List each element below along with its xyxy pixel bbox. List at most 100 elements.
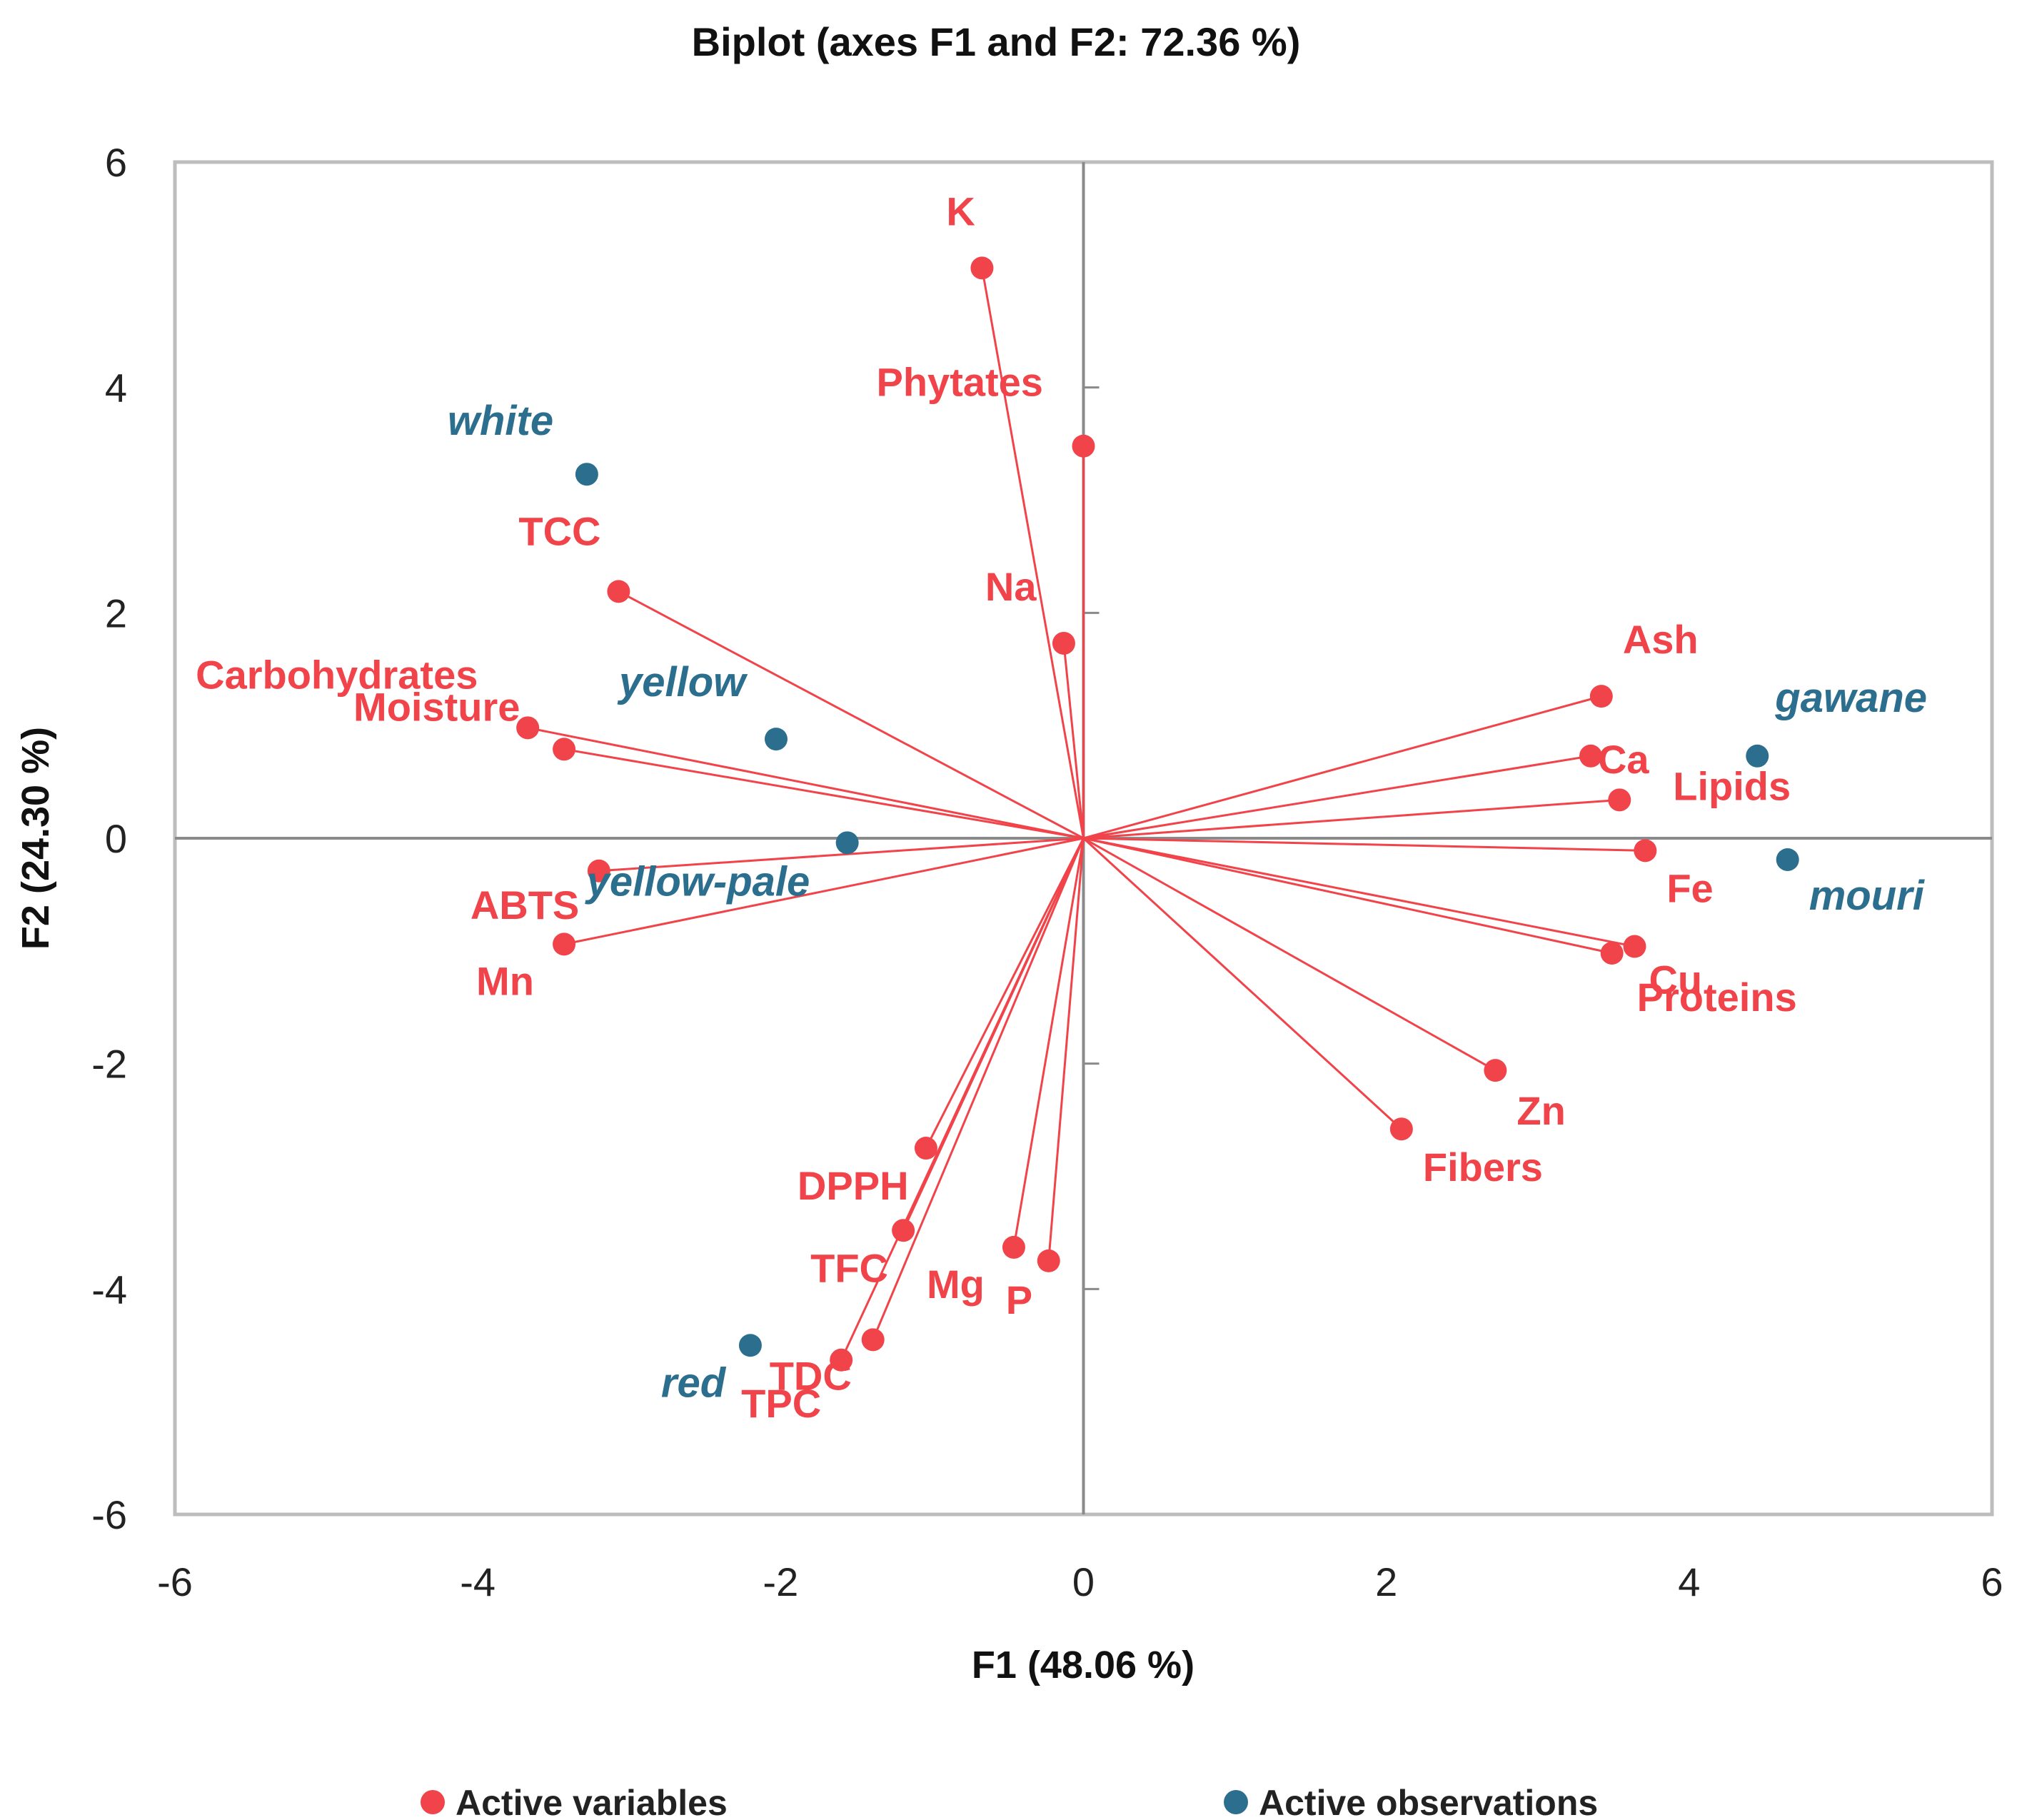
- vector-tcc: [618, 590, 1085, 840]
- y-tick-labels: -6 -4 -2 0 2 4 6: [91, 140, 127, 1537]
- vector-fe: [1083, 837, 1646, 852]
- variable-label-dpph: DPPH: [798, 1163, 909, 1208]
- observation-label-red: red: [661, 1359, 727, 1406]
- y-tick-label: 0: [105, 816, 127, 861]
- variable-label-mn: Mn: [476, 958, 534, 1003]
- variable-label-phytates: Phytates: [877, 360, 1043, 405]
- observation-point-yellow: [764, 728, 788, 751]
- variable-point-phytates: [1072, 434, 1095, 458]
- variable-point-tfc: [892, 1219, 915, 1242]
- vector-cu: [1083, 837, 1635, 947]
- observation-label-gawane: gawane: [1774, 675, 1927, 721]
- variable-label-zn: Zn: [1516, 1088, 1565, 1133]
- variable-point-fibers: [1389, 1117, 1413, 1141]
- variable-label-fibers: Fibers: [1423, 1145, 1543, 1190]
- vector-moisture: [563, 748, 1084, 840]
- variable-points: [516, 256, 1657, 1372]
- y-tick-label: 4: [105, 366, 127, 411]
- observation-point-white: [575, 463, 598, 486]
- x-tick-label: -2: [763, 1559, 798, 1604]
- legend-label-observations: Active observations: [1259, 1783, 1598, 1820]
- vector-dpph: [925, 838, 1085, 1149]
- variable-label-moisture: Moisture: [353, 684, 520, 729]
- observation-point-mouri: [1776, 848, 1799, 871]
- y-tick-label: 2: [105, 590, 127, 635]
- vector-mn: [563, 837, 1084, 945]
- variable-point-ash: [1589, 685, 1613, 708]
- variable-label-mg: Mg: [927, 1262, 985, 1307]
- variable-label-ca: Ca: [1598, 737, 1649, 782]
- x-tick-label: 6: [1981, 1559, 2003, 1604]
- variable-point-p: [1037, 1249, 1060, 1272]
- x-tick-label: 4: [1678, 1559, 1700, 1604]
- x-tick-label: 2: [1375, 1559, 1397, 1604]
- variable-point-na: [1052, 631, 1075, 655]
- y-axis-title: F2 (24.30 %): [14, 727, 57, 950]
- x-tick-label: -6: [157, 1559, 193, 1604]
- vector-tdc: [872, 838, 1085, 1340]
- vector-lipids: [1083, 798, 1620, 840]
- variable-point-dpph: [914, 1137, 937, 1160]
- observation-label-yellow: yellow: [617, 659, 748, 705]
- variable-point-mn: [553, 932, 576, 956]
- variable-label-ash: Ash: [1623, 617, 1699, 662]
- vector-tpc: [840, 838, 1085, 1361]
- variable-point-mg: [1002, 1235, 1025, 1259]
- legend-marker-observations: [1224, 1790, 1248, 1814]
- vector-p: [1047, 838, 1085, 1261]
- variable-point-ca: [1579, 744, 1602, 768]
- variable-label-na: Na: [985, 564, 1037, 609]
- variable-point-zn: [1484, 1059, 1507, 1082]
- legend-label-variables: Active variables: [456, 1783, 728, 1820]
- legend: Active variables Active observations: [421, 1783, 1598, 1820]
- vector-ca: [1083, 755, 1591, 840]
- variable-label-carbohydrates: Carbohydrates: [196, 652, 478, 697]
- observation-points: [575, 463, 1799, 1357]
- vector-mg: [1012, 838, 1085, 1248]
- variable-point-tdc: [861, 1328, 885, 1352]
- observation-point-yellow-pale: [835, 831, 859, 855]
- variable-point-k: [970, 256, 994, 280]
- vector-fibers: [1082, 837, 1402, 1130]
- variable-point-abts: [587, 859, 610, 883]
- x-axis-title: F1 (48.06 %): [972, 1644, 1194, 1686]
- variable-point-fe: [1634, 839, 1657, 863]
- y-tick-label: -2: [91, 1042, 127, 1087]
- variable-label-k: K: [946, 188, 975, 233]
- y-tick-label: -4: [91, 1267, 127, 1312]
- variable-point-moisture: [553, 738, 576, 761]
- vector-na: [1062, 643, 1085, 839]
- variable-label-abts: ABTS: [471, 883, 579, 927]
- variable-point-tpc: [830, 1348, 853, 1372]
- x-tick-label: -4: [460, 1559, 496, 1604]
- vector-proteins: [1083, 837, 1612, 955]
- observation-label-white: white: [448, 398, 553, 444]
- vector-abts: [598, 837, 1084, 873]
- y-tick-label: 6: [105, 140, 127, 185]
- vector-ash: [1083, 695, 1602, 840]
- variable-label-cu: Cu: [1649, 957, 1702, 1002]
- variable-label-p: P: [1006, 1277, 1032, 1322]
- vector-k: [980, 268, 1085, 839]
- variable-vectors: [527, 268, 1646, 1361]
- x-tick-labels: -6 -4 -2 0 2 4 6: [157, 1559, 2003, 1604]
- observation-point-gawane: [1746, 744, 1769, 768]
- variable-label-fe: Fe: [1666, 865, 1713, 910]
- variable-point-carbohydrates: [516, 716, 540, 740]
- variable-point-proteins: [1600, 941, 1624, 965]
- chart-title: Biplot (axes F1 and F2: 72.36 %): [692, 19, 1301, 64]
- y-tick-label: -6: [91, 1492, 127, 1537]
- variable-label-tcc: TCC: [518, 508, 600, 553]
- legend-marker-variables: [421, 1790, 445, 1814]
- observation-label-yellow-pale: yellow-pale: [585, 858, 810, 905]
- x-tick-label: 0: [1072, 1559, 1095, 1604]
- variable-point-cu: [1623, 935, 1646, 958]
- observation-label-mouri: mouri: [1809, 873, 1926, 919]
- variable-label-tdc: TDC: [770, 1353, 852, 1398]
- variable-label-tpc: TPC: [741, 1381, 821, 1426]
- observation-point-red: [738, 1334, 762, 1357]
- variable-label-lipids: Lipids: [1673, 763, 1791, 808]
- variable-point-lipids: [1608, 788, 1631, 812]
